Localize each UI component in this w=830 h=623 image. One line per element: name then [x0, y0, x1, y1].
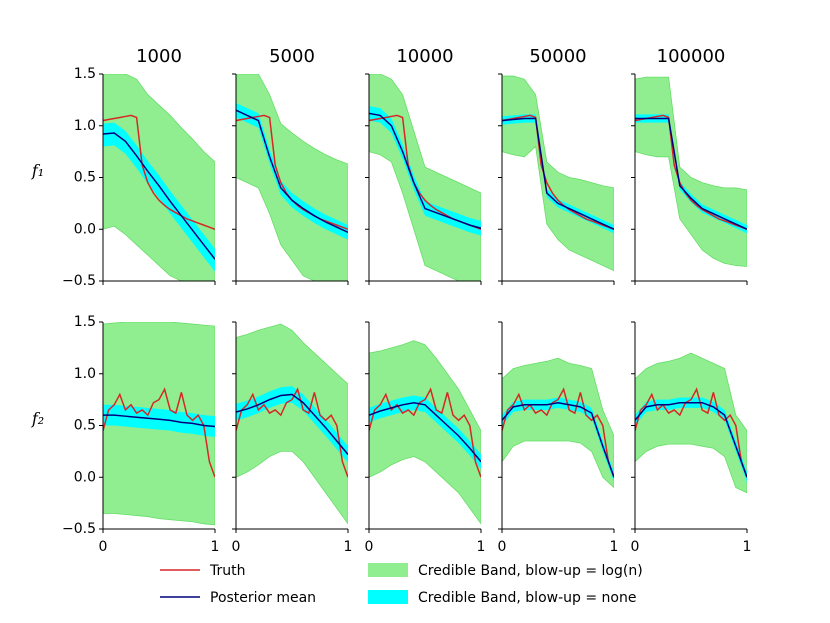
y-tick-label: 0.0: [74, 221, 96, 237]
line: [502, 387, 614, 478]
plot-area: [236, 74, 348, 281]
x-tick-label: 0: [498, 539, 507, 555]
line: [635, 117, 747, 230]
line: [236, 109, 348, 234]
plot-area: [635, 76, 747, 267]
line: [103, 414, 215, 428]
y-axis-label: f₁: [31, 161, 44, 180]
panel: 100000: [631, 46, 748, 285]
panel-title: 50000: [529, 46, 586, 67]
plot-area: [236, 323, 348, 525]
credible-band: [236, 74, 348, 281]
panel: −0.5 0.0 0.5 1.0 1.5 0 1 f₂: [31, 314, 220, 555]
line: [369, 401, 481, 463]
panel: −0.5 0.0 0.5 1.0 1.5 1000 f₁: [31, 46, 216, 289]
plot-area: [635, 352, 747, 494]
plot-area: [502, 357, 614, 489]
y-tick-label: 1.5: [74, 314, 96, 330]
credible-band: [369, 74, 481, 281]
y-tick-label: 1.0: [74, 118, 96, 134]
credible-band: [635, 76, 747, 267]
line: [635, 401, 747, 478]
y-tick-label: −0.5: [62, 521, 96, 537]
x-tick-label: 0: [631, 539, 640, 555]
credible-band: [635, 352, 747, 494]
legend-label: Credible Band, blow-up = none: [418, 590, 636, 606]
panel-title: 5000: [269, 46, 315, 67]
credible-band: [103, 122, 215, 272]
y-tick-label: 1.0: [74, 366, 96, 382]
x-tick-label: 0: [232, 539, 241, 555]
plot-area: [369, 74, 481, 281]
line: [103, 114, 215, 230]
line: [103, 132, 215, 260]
panel: 10000: [365, 46, 482, 285]
legend: Truth Posterior mean Credible Band, blow…: [160, 563, 643, 606]
panel-title: 10000: [396, 46, 453, 67]
y-tick-label: −0.5: [62, 273, 96, 289]
credible-band: [635, 114, 747, 234]
legend-label: Truth: [209, 563, 246, 579]
y-tick-label: 0.0: [74, 469, 96, 485]
x-tick-label: 0: [99, 539, 108, 555]
line: [369, 387, 481, 478]
y-tick-label: 0.5: [74, 418, 96, 434]
line: [103, 387, 215, 478]
panel-title: 1000: [136, 46, 182, 67]
credible-band: [502, 397, 614, 483]
legend-label: Posterior mean: [210, 590, 316, 606]
x-tick-label: 1: [211, 539, 220, 555]
line: [635, 114, 747, 230]
plot-area: [369, 340, 481, 525]
line: [635, 387, 747, 478]
plot-area: [502, 75, 614, 272]
credible-band: [369, 395, 481, 469]
credible-band: [502, 357, 614, 489]
credible-band: [369, 340, 481, 525]
panel: 5000: [232, 46, 349, 285]
legend-swatch: [368, 563, 408, 577]
credible-band: [236, 323, 348, 525]
line: [502, 114, 614, 230]
panel: 50000: [498, 46, 615, 285]
plot-area: [103, 322, 215, 526]
plot-area: [103, 74, 215, 281]
x-tick-label: 0: [365, 539, 374, 555]
y-tick-label: 0.5: [74, 170, 96, 186]
x-tick-label: 1: [344, 539, 353, 555]
panel-title: 100000: [657, 46, 726, 67]
x-tick-label: 1: [477, 539, 486, 555]
line: [236, 393, 348, 455]
line: [236, 387, 348, 478]
credible-band: [502, 114, 614, 234]
y-axis-label: f₂: [31, 409, 44, 428]
credible-band: [502, 75, 614, 272]
line: [369, 112, 481, 229]
legend-swatch: [368, 590, 408, 604]
credible-band: [635, 397, 747, 483]
y-tick-label: 1.5: [74, 66, 96, 82]
x-tick-label: 1: [610, 539, 619, 555]
line: [502, 401, 614, 478]
x-tick-label: 1: [743, 539, 752, 555]
legend-label: Credible Band, blow-up = log(n): [418, 563, 643, 579]
line: [502, 117, 614, 230]
